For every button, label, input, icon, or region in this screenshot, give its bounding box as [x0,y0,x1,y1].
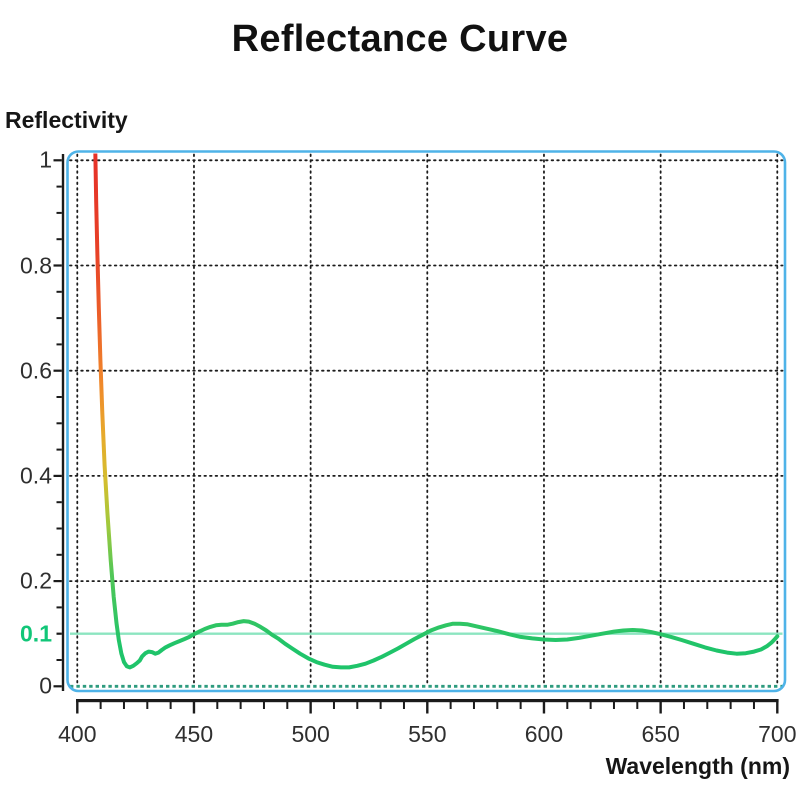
y-tick-label-0: 0 [39,672,52,699]
y-tick-label-1: 1 [39,146,52,173]
x-tick-label-700: 700 [758,721,797,747]
x-axis-title: Wavelength (nm) [605,753,790,779]
y-tick-label-0.2: 0.2 [20,567,52,594]
y-tick-label-0.4: 0.4 [20,462,52,489]
plot-border [66,150,787,693]
y-axis-title: Reflectivity [5,107,128,133]
x-tick-label-600: 600 [524,721,564,747]
y-tick-label-0.8: 0.8 [20,252,52,278]
x-tick-label-500: 500 [291,721,330,747]
y-axis-spine [61,154,65,691]
x-tick-label-650: 650 [641,721,680,747]
reflectance-curve-line [93,153,780,670]
x-tick-label-400: 400 [58,721,97,747]
y-tick-label-0.1: 0.1 [20,620,52,647]
page-title: Reflectance Curve [231,18,569,60]
x-axis-spine [76,699,779,703]
y-tick-label-0.6: 0.6 [20,357,52,384]
x-tick-label-450: 450 [174,721,214,747]
x-tick-label-550: 550 [408,721,447,747]
